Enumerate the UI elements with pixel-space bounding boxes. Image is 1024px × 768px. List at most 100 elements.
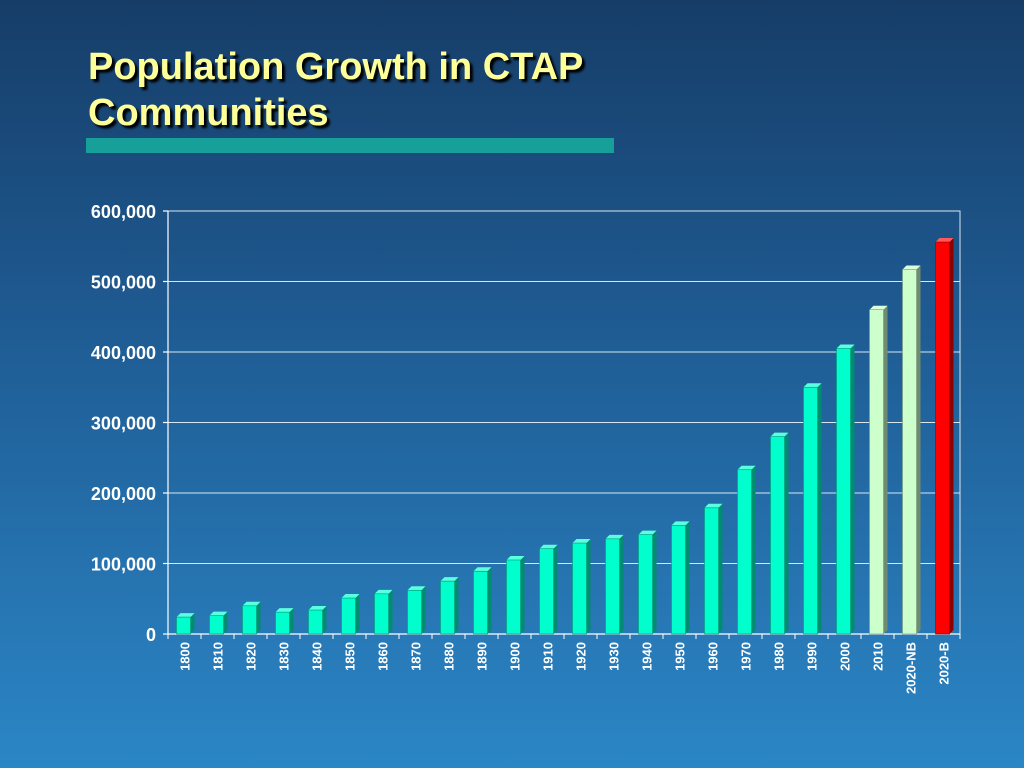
x-tick-label: 1880	[442, 642, 457, 671]
title-accent-bar	[86, 138, 614, 153]
bar-top	[440, 577, 459, 582]
bar-front	[341, 597, 356, 635]
x-tick-label: 1970	[739, 642, 754, 671]
x-tick-label: 2000	[838, 642, 853, 671]
bar	[638, 530, 657, 635]
bar-top	[308, 606, 327, 611]
bar-side	[553, 544, 558, 634]
bar	[902, 265, 921, 635]
bar	[704, 503, 723, 635]
bar-top	[374, 589, 393, 594]
bar	[473, 567, 492, 635]
bar-side	[619, 534, 624, 634]
x-tick-label: 1910	[541, 642, 556, 671]
bar-front	[902, 269, 917, 635]
x-tick-label: 1980	[772, 642, 787, 671]
x-tick-label: 1940	[640, 642, 655, 671]
y-tick-labels: 0 100,000 200,000 300,000 400,000 500,000 600,…	[91, 202, 156, 645]
bar	[836, 344, 855, 635]
bar	[440, 577, 459, 635]
slide-title: Population Growth in CTAP Communities	[88, 46, 583, 134]
x-tick-label: 1800	[178, 642, 193, 671]
bar-front	[704, 507, 719, 635]
bar-side	[520, 555, 525, 634]
x-tick-labels: 1800 1810 1820 1830 1840 1850 1860 1870 1880 1890…	[178, 642, 952, 694]
bar-top	[836, 344, 855, 349]
bar-front	[869, 309, 884, 635]
bar-side	[784, 432, 789, 634]
x-tick-label: 1960	[706, 642, 721, 671]
x-tick-label: 1830	[277, 642, 292, 671]
x-tick-label: 1990	[805, 642, 820, 671]
x-tick-label: 1850	[343, 642, 358, 671]
bar	[308, 606, 327, 635]
bar-side	[388, 589, 393, 634]
bar	[869, 305, 888, 635]
y-tick-label: 200,000	[91, 484, 156, 504]
bar	[374, 589, 393, 635]
bar	[209, 611, 228, 635]
bar-front	[209, 615, 224, 635]
bar	[275, 608, 294, 635]
bar-side	[256, 601, 261, 634]
bar-front	[638, 534, 653, 635]
bar-front	[935, 241, 950, 635]
bar-side	[487, 567, 492, 634]
bar-front	[242, 605, 257, 635]
bar-top	[572, 539, 591, 544]
bar-side	[454, 577, 459, 634]
bar-front	[737, 469, 752, 635]
bar-front	[275, 611, 290, 635]
bar-front	[671, 525, 686, 635]
bar-side	[190, 613, 195, 634]
x-tick-label: 2020-B	[937, 642, 952, 685]
x-tick-label: 1930	[607, 642, 622, 671]
bar-top	[803, 383, 822, 388]
bar-top	[605, 534, 624, 539]
bar-side	[289, 608, 294, 634]
bar-front	[308, 609, 323, 635]
x-tick-label: 1950	[673, 642, 688, 671]
bar	[407, 586, 426, 635]
y-tick-label: 100,000	[91, 555, 156, 575]
bar	[572, 539, 591, 635]
bar-top	[869, 305, 888, 310]
x-tick-label: 2020-NB	[904, 642, 919, 694]
bar-side	[223, 611, 228, 634]
y-tick-label: 0	[146, 625, 156, 645]
x-tick-label: 1900	[508, 642, 523, 671]
bar	[605, 534, 624, 635]
bar-front	[605, 538, 620, 635]
bar-front	[803, 386, 818, 635]
bar	[770, 432, 789, 635]
bar-front	[473, 570, 488, 635]
bar-side	[355, 594, 360, 634]
bar-top	[671, 521, 690, 526]
x-tick-label: 1810	[211, 642, 226, 671]
y-tick-label: 600,000	[91, 202, 156, 222]
x-tick-label: 1840	[310, 642, 325, 671]
bar-side	[916, 265, 921, 634]
bar-top	[242, 601, 261, 606]
bar-top	[770, 432, 789, 437]
bar-top	[638, 530, 657, 535]
bar	[341, 594, 360, 635]
x-tick-label: 1920	[574, 642, 589, 671]
bar-top	[737, 465, 756, 470]
x-tick-label: 1890	[475, 642, 490, 671]
bar-top	[539, 544, 558, 549]
bar	[671, 521, 690, 635]
bar	[737, 465, 756, 635]
bar-side	[322, 606, 327, 634]
bar-front	[539, 548, 554, 635]
bar-side	[421, 586, 426, 634]
bar-front	[770, 436, 785, 635]
bar-top	[473, 567, 492, 572]
bar-front	[506, 559, 521, 635]
bar	[506, 555, 525, 635]
bar	[935, 238, 954, 635]
bar-top	[407, 586, 426, 591]
bar-front	[572, 542, 587, 635]
bar-top	[275, 608, 294, 613]
